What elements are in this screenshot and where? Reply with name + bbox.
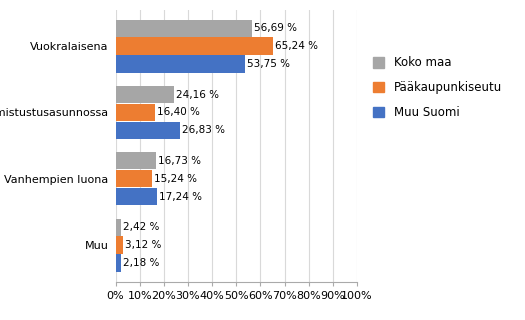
Bar [116,122,180,139]
Text: 26,83 %: 26,83 % [182,125,225,135]
Bar [116,37,273,55]
Bar [116,152,156,170]
Text: 56,69 %: 56,69 % [254,23,297,33]
Bar [116,254,121,272]
Text: 2,42 %: 2,42 % [123,222,160,232]
Text: 2,18 %: 2,18 % [123,258,159,268]
Bar [116,104,155,121]
Bar [116,219,121,236]
Text: 16,73 %: 16,73 % [158,156,201,166]
Legend: Koko maa, Pääkaupunkiseutu, Muu Suomi: Koko maa, Pääkaupunkiseutu, Muu Suomi [373,56,502,119]
Bar [116,188,157,205]
Bar [116,20,253,37]
Text: 53,75 %: 53,75 % [247,59,290,69]
Text: 15,24 %: 15,24 % [154,174,197,184]
Bar [116,86,174,103]
Bar [116,236,123,254]
Text: 17,24 %: 17,24 % [159,192,202,202]
Text: 24,16 %: 24,16 % [176,90,219,100]
Bar [116,55,245,73]
Bar [116,170,152,188]
Text: 16,40 %: 16,40 % [157,108,200,117]
Text: 3,12 %: 3,12 % [125,240,161,250]
Text: 65,24 %: 65,24 % [275,41,318,51]
